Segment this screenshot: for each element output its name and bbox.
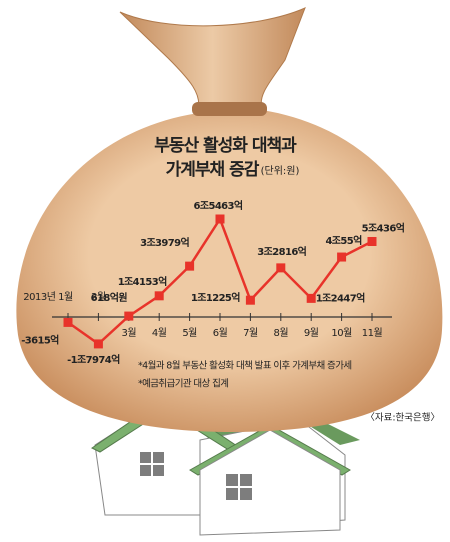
x-tick-label: 5월 bbox=[182, 327, 197, 339]
x-tick-label: 7월 bbox=[243, 327, 258, 339]
value-label: -3615억 bbox=[21, 334, 59, 346]
note: *예금취급기관 대상 집계 bbox=[138, 378, 228, 390]
data-point bbox=[276, 263, 286, 273]
value-label: -1조7974억 bbox=[67, 354, 120, 366]
data-point bbox=[124, 311, 134, 321]
note: *4월과 8월 부동산 활성화 대책 발표 이후 가계부채 증가세 bbox=[138, 360, 351, 372]
source: 〈자료:한국은행〉 bbox=[365, 412, 440, 424]
x-tick-label: 8월 bbox=[274, 327, 289, 339]
value-label: 3조2816억 bbox=[257, 246, 306, 258]
data-point bbox=[185, 261, 195, 271]
data-point bbox=[93, 339, 103, 349]
x-tick-label: 10월 bbox=[331, 327, 352, 339]
chart-title: 부동산 활성화 대책과 bbox=[154, 135, 297, 156]
data-point bbox=[63, 317, 73, 327]
chart-subtitle: 가계부채 증감 bbox=[166, 160, 260, 180]
x-tick-label: 6월 bbox=[213, 327, 228, 339]
unit-label: (단위:원) bbox=[261, 164, 300, 177]
x-tick-label: 4월 bbox=[152, 327, 167, 339]
x-tick-label: 3월 bbox=[122, 327, 137, 339]
x-tick-label: 2월 bbox=[91, 291, 106, 303]
value-label: 1조1225억 bbox=[191, 292, 240, 304]
x-tick-label: 9월 bbox=[304, 327, 319, 339]
data-point bbox=[154, 291, 164, 301]
value-label: 1조2447억 bbox=[316, 292, 365, 304]
data-point bbox=[306, 293, 316, 303]
data-point bbox=[215, 214, 225, 224]
data-point bbox=[337, 252, 347, 262]
value-label: 3조3979억 bbox=[140, 237, 189, 249]
value-label: 4조55억 bbox=[325, 235, 362, 247]
data-point bbox=[245, 295, 255, 305]
value-label: 618억원 bbox=[91, 291, 128, 304]
x-tick-label: 2013년 1월 bbox=[23, 291, 73, 303]
data-point bbox=[367, 236, 377, 246]
value-label: 6조5463억 bbox=[194, 200, 243, 212]
money-bag bbox=[16, 7, 443, 432]
value-label: 1조4153억 bbox=[118, 276, 167, 288]
value-label: 5조436억 bbox=[362, 222, 405, 234]
x-tick-label: 11월 bbox=[362, 327, 383, 339]
